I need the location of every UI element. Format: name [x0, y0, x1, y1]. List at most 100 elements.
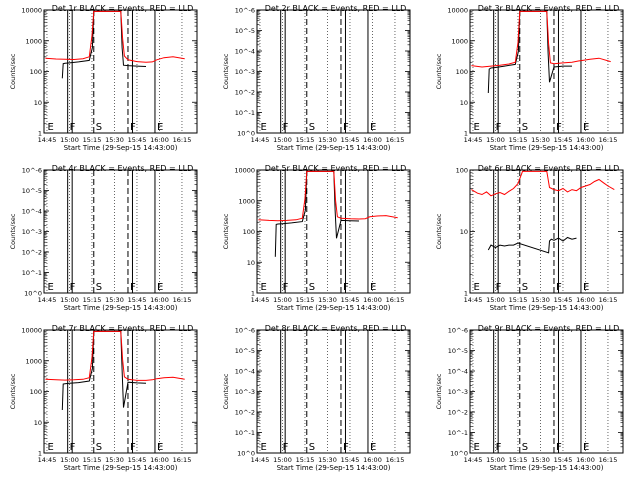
series-line-lld [471, 170, 615, 197]
y-tick-label: 10^-3 [235, 388, 255, 396]
chart-title: Det 5r BLACK = Events, RED = LLD [265, 164, 407, 173]
chart-title: Det 6r BLACK = Events, RED = LLD [478, 164, 620, 173]
chart-title: Det 7r BLACK = Events, RED = LLD [52, 324, 194, 333]
x-tick-label: 15:45 [341, 136, 360, 144]
y-tick-label: 10^0 [237, 450, 255, 458]
x-tick-label: 14:45 [464, 136, 483, 144]
y-tick-label: 1000 [238, 197, 255, 205]
y-tick-label: 1000 [25, 357, 42, 365]
x-tick-label: 15:15 [509, 296, 528, 304]
x-tick-label: 16:15 [386, 296, 405, 304]
plot-frame [469, 329, 624, 454]
x-tick-label: 16:15 [173, 136, 192, 144]
x-tick-label: 15:45 [341, 296, 360, 304]
x-tick-label: 16:00 [150, 136, 169, 144]
y-tick-label: 100 [30, 388, 42, 396]
marker-label: S [309, 442, 315, 453]
x-tick-label: 15:45 [128, 136, 147, 144]
x-tick-label: 15:45 [554, 456, 573, 464]
y-tick-label: 10000 [21, 327, 42, 335]
x-tick-label: 15:15 [509, 136, 528, 144]
x-tick-label: 16:00 [576, 296, 595, 304]
y-tick-label: 10 [34, 99, 42, 107]
x-axis-label: Start Time (29-Sep-15 14:43:00) [490, 304, 604, 312]
x-tick-label: 16:00 [363, 136, 382, 144]
y-axis-label: Counts/sec [435, 53, 443, 89]
y-axis-label: Counts/sec [222, 373, 230, 409]
marker-label: E [157, 282, 163, 293]
y-tick-label: 10^-4 [235, 48, 255, 56]
x-tick-label: 15:30 [531, 136, 550, 144]
chart-title: Det 3r BLACK = Events, RED = LLD [478, 4, 620, 13]
x-tick-label: 16:15 [599, 456, 618, 464]
series-line-events [274, 170, 360, 257]
x-axis-label: Start Time (29-Sep-15 14:43:00) [277, 144, 391, 152]
x-axis-label: Start Time (29-Sep-15 14:43:00) [64, 144, 178, 152]
marker-label: E [47, 442, 53, 453]
y-tick-label: 10^-1 [22, 269, 42, 277]
x-tick-label: 16:00 [150, 456, 169, 464]
y-axis-label: Counts/sec [435, 373, 443, 409]
y-tick-label: 10^-6 [22, 167, 42, 175]
marker-label: E [473, 442, 479, 453]
marker-label: E [47, 122, 53, 133]
y-tick-label: 10 [460, 228, 468, 236]
x-tick-label: 15:00 [60, 456, 79, 464]
y-axis-label: Counts/sec [435, 213, 443, 249]
chart-title: Det 4r BLACK = Events, RED = LLD [52, 164, 194, 173]
y-axis-label: Counts/sec [9, 213, 17, 249]
y-axis-label: Counts/sec [9, 373, 17, 409]
chart-panel-2: Det 2r BLACK = Events, RED = LLD 14:45 15:… [222, 4, 411, 152]
chart-panel-7: Det 7r BLACK = Events, RED = LLD 14:45 15:… [9, 324, 198, 472]
marker-label: E [260, 282, 266, 293]
marker-label: E [47, 282, 53, 293]
y-tick-label: 10^-2 [235, 409, 255, 417]
y-tick-label: 10^-4 [448, 368, 468, 376]
x-tick-label: 15:30 [531, 456, 550, 464]
marker-label: E [473, 122, 479, 133]
x-tick-label: 16:00 [150, 296, 169, 304]
y-tick-label: 10 [247, 259, 255, 267]
x-tick-label: 15:00 [273, 456, 292, 464]
x-tick-label: 15:00 [486, 136, 505, 144]
x-axis-label: Start Time (29-Sep-15 14:43:00) [277, 464, 391, 472]
plot-frame [469, 9, 624, 134]
chart-title: Det 1r BLACK = Events, RED = LLD [52, 4, 194, 13]
x-tick-label: 15:00 [60, 136, 79, 144]
x-tick-label: 16:15 [386, 136, 405, 144]
x-axis-label: Start Time (29-Sep-15 14:43:00) [277, 304, 391, 312]
y-tick-label: 1 [464, 290, 468, 298]
y-tick-label: 10^-4 [235, 368, 255, 376]
series-line-events [487, 10, 572, 94]
series-line-events [61, 10, 147, 79]
y-tick-label: 10^-5 [235, 347, 255, 355]
y-tick-label: 10^-3 [235, 68, 255, 76]
x-tick-label: 15:30 [318, 296, 337, 304]
x-tick-label: 16:15 [173, 296, 192, 304]
y-tick-label: 100 [243, 228, 255, 236]
y-tick-label: 10^-1 [235, 429, 255, 437]
x-tick-label: 15:00 [486, 456, 505, 464]
x-tick-label: 14:45 [38, 456, 57, 464]
marker-label: S [522, 282, 528, 293]
x-axis-label: Start Time (29-Sep-15 14:43:00) [490, 144, 604, 152]
x-axis-label: Start Time (29-Sep-15 14:43:00) [64, 464, 178, 472]
y-tick-label: 10000 [234, 167, 255, 175]
x-tick-label: 15:30 [318, 136, 337, 144]
y-tick-label: 10^-2 [448, 409, 468, 417]
chart-title: Det 2r BLACK = Events, RED = LLD [265, 4, 407, 13]
x-tick-label: 14:45 [251, 136, 270, 144]
y-tick-label: 100 [456, 68, 468, 76]
marker-label: E [583, 282, 589, 293]
plot-frame [256, 9, 411, 134]
x-tick-label: 16:15 [386, 456, 405, 464]
y-tick-label: 10^-2 [235, 89, 255, 97]
y-tick-label: 1 [464, 130, 468, 138]
plot-frame [256, 169, 411, 294]
x-tick-label: 16:00 [576, 456, 595, 464]
marker-label: E [370, 442, 376, 453]
